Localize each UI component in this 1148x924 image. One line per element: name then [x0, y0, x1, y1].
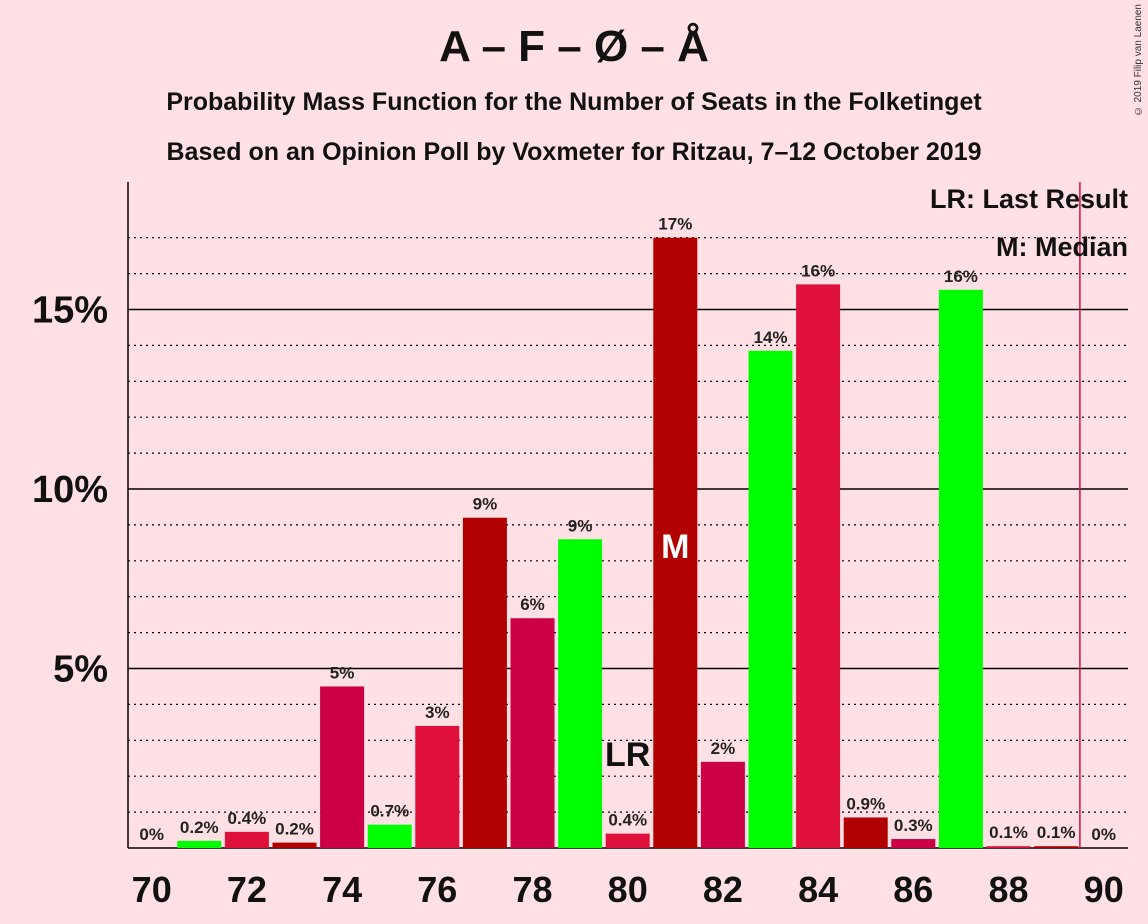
data-label: 9% [568, 516, 593, 535]
data-label: 9% [473, 495, 498, 514]
data-label: 0.2% [275, 820, 314, 839]
x-tick-label: 74 [322, 869, 362, 910]
last-result-marker: LR [605, 736, 650, 774]
chart-subtitle-2: Based on an Opinion Poll by Voxmeter for… [166, 138, 982, 166]
bar [843, 817, 888, 848]
data-label: 6% [520, 595, 545, 614]
bar [272, 842, 317, 848]
data-label: 0.2% [180, 818, 219, 837]
bar [558, 539, 603, 848]
data-label: 16% [801, 261, 835, 280]
x-tick-label: 76 [417, 869, 457, 910]
data-label: 3% [425, 703, 450, 722]
bar [224, 831, 269, 848]
data-label: 0.9% [846, 794, 885, 813]
data-label: 0% [139, 825, 164, 844]
bar [320, 686, 365, 848]
y-tick-label: 10% [32, 469, 108, 511]
x-tick-label: 72 [227, 869, 267, 910]
chart-subtitle: Probability Mass Function for the Number… [166, 88, 982, 116]
chart-title: A – F – Ø – Å [439, 22, 709, 71]
y-tick-label: 15% [32, 290, 108, 332]
data-label: 0.4% [608, 811, 647, 830]
data-label: 0.3% [894, 816, 933, 835]
data-label: 0% [1091, 825, 1116, 844]
bar [177, 840, 222, 848]
bar [605, 833, 650, 848]
bar [415, 725, 460, 848]
x-tick-label: 90 [1084, 869, 1124, 910]
x-tick-label: 84 [798, 869, 838, 910]
data-label: 17% [658, 215, 692, 234]
data-label: 5% [330, 663, 355, 682]
bar [462, 517, 507, 848]
bar [1034, 846, 1079, 848]
data-label: 0.7% [370, 802, 409, 821]
bar [653, 237, 698, 848]
x-tick-label: 88 [988, 869, 1028, 910]
bar [796, 284, 841, 848]
bar [891, 839, 936, 848]
data-label: 16% [944, 267, 978, 286]
bar [938, 289, 983, 848]
median-marker: M [661, 528, 689, 566]
bar [510, 618, 555, 848]
x-tick-label: 80 [608, 869, 648, 910]
x-tick-label: 70 [132, 869, 172, 910]
data-label: 0.1% [989, 823, 1028, 842]
bar [748, 350, 793, 848]
legend-median: M: Median [996, 232, 1128, 262]
data-label: 0.4% [228, 809, 267, 828]
x-tick-label: 86 [893, 869, 933, 910]
data-label: 2% [711, 739, 736, 758]
data-label: 14% [753, 328, 787, 347]
x-tick-label: 82 [703, 869, 743, 910]
y-tick-label: 5% [53, 649, 108, 691]
bar [367, 824, 412, 848]
legend-last-result: LR: Last Result [929, 184, 1128, 214]
data-label: 0.1% [1037, 823, 1076, 842]
x-tick-label: 78 [512, 869, 552, 910]
bar [986, 846, 1031, 848]
bar [700, 761, 745, 848]
